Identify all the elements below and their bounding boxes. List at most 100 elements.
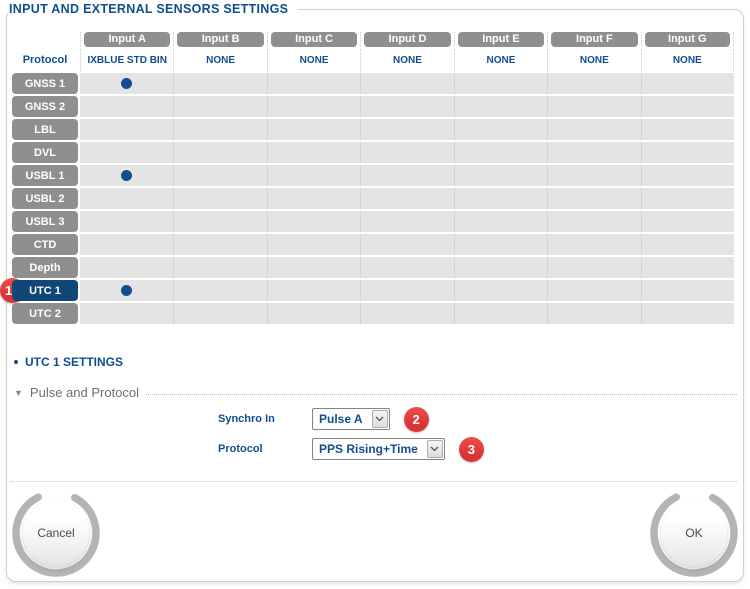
protocol-select[interactable]: PPS Rising+Time — [312, 438, 445, 460]
cell-usbl-2-input-c[interactable] — [266, 188, 361, 209]
cell-depth-input-g[interactable] — [640, 257, 734, 278]
column-header-input-g[interactable]: Input G — [644, 32, 730, 47]
cell-usbl-3-input-a[interactable] — [80, 211, 174, 232]
column-header-input-c[interactable]: Input C — [270, 32, 358, 47]
cell-ctd-input-g[interactable] — [640, 234, 734, 255]
cell-usbl-1-input-a[interactable] — [80, 165, 174, 186]
cell-usbl-1-input-g[interactable] — [640, 165, 734, 186]
cell-gnss-2-input-a[interactable] — [80, 96, 174, 117]
cell-gnss-2-input-d[interactable] — [360, 96, 454, 117]
cell-gnss-2-input-c[interactable] — [266, 96, 361, 117]
cell-dvl-input-f[interactable] — [547, 142, 641, 163]
row-tab-utc-2[interactable]: UTC 2 — [12, 303, 78, 324]
row-tab-lbl[interactable]: LBL — [12, 119, 78, 140]
cell-utc-2-input-e[interactable] — [453, 303, 548, 324]
cell-ctd-input-f[interactable] — [547, 234, 641, 255]
cell-usbl-2-input-f[interactable] — [547, 188, 641, 209]
cell-dvl-input-b[interactable] — [173, 142, 267, 163]
cell-dvl-input-c[interactable] — [266, 142, 361, 163]
cell-utc-1-input-d[interactable] — [360, 280, 454, 301]
ok-button[interactable]: OK — [649, 488, 739, 578]
cell-lbl-input-a[interactable] — [80, 119, 174, 140]
cell-gnss-1-input-b[interactable] — [173, 73, 267, 94]
cell-usbl-2-input-g[interactable] — [640, 188, 734, 209]
row-tab-utc-1[interactable]: UTC 1 — [12, 280, 78, 301]
cell-utc-2-input-b[interactable] — [173, 303, 267, 324]
cell-usbl-2-input-d[interactable] — [360, 188, 454, 209]
cell-ctd-input-e[interactable] — [453, 234, 548, 255]
row-tab-gnss-1[interactable]: GNSS 1 — [12, 73, 78, 94]
cell-usbl-1-input-e[interactable] — [453, 165, 548, 186]
cell-ctd-input-b[interactable] — [173, 234, 267, 255]
cell-utc-1-input-g[interactable] — [640, 280, 734, 301]
cell-dvl-input-g[interactable] — [640, 142, 734, 163]
cell-gnss-2-input-f[interactable] — [547, 96, 641, 117]
cell-lbl-input-f[interactable] — [547, 119, 641, 140]
cell-usbl-1-input-d[interactable] — [360, 165, 454, 186]
cell-gnss-1-input-e[interactable] — [453, 73, 548, 94]
cell-lbl-input-d[interactable] — [360, 119, 454, 140]
cell-gnss-2-input-b[interactable] — [173, 96, 267, 117]
cell-gnss-1-input-d[interactable] — [360, 73, 454, 94]
cell-depth-input-d[interactable] — [360, 257, 454, 278]
row-tab-dvl[interactable]: DVL — [12, 142, 78, 163]
cell-usbl-1-input-b[interactable] — [173, 165, 267, 186]
cell-usbl-3-input-g[interactable] — [640, 211, 734, 232]
column-header-input-e[interactable]: Input E — [457, 32, 545, 47]
cell-utc-2-input-g[interactable] — [640, 303, 734, 324]
column-header-input-b[interactable]: Input B — [177, 32, 264, 47]
pulse-and-protocol-group-header[interactable]: ▼ Pulse and Protocol — [14, 385, 737, 400]
cell-depth-input-a[interactable] — [80, 257, 174, 278]
cancel-button[interactable]: Cancel — [11, 488, 101, 578]
column-header-input-f[interactable]: Input F — [551, 32, 638, 47]
ok-knob[interactable]: OK — [661, 500, 727, 566]
row-tab-ctd[interactable]: CTD — [12, 234, 78, 255]
cell-ctd-input-a[interactable] — [80, 234, 174, 255]
cancel-knob[interactable]: Cancel — [23, 500, 89, 566]
row-tab-usbl-3[interactable]: USBL 3 — [12, 211, 78, 232]
synchro-in-select[interactable]: Pulse A — [312, 408, 390, 430]
cell-gnss-1-input-c[interactable] — [266, 73, 361, 94]
cell-utc-1-input-b[interactable] — [173, 280, 267, 301]
cell-utc-2-input-a[interactable] — [80, 303, 174, 324]
cell-depth-input-b[interactable] — [173, 257, 267, 278]
column-header-input-d[interactable]: Input D — [364, 32, 451, 47]
cell-gnss-2-input-g[interactable] — [640, 96, 734, 117]
cell-usbl-3-input-d[interactable] — [360, 211, 454, 232]
row-tab-depth[interactable]: Depth — [12, 257, 78, 278]
cell-lbl-input-b[interactable] — [173, 119, 267, 140]
cell-utc-1-input-f[interactable] — [547, 280, 641, 301]
cell-usbl-3-input-c[interactable] — [266, 211, 361, 232]
cell-usbl-3-input-b[interactable] — [173, 211, 267, 232]
row-tab-usbl-1[interactable]: USBL 1 — [12, 165, 78, 186]
cell-usbl-3-input-e[interactable] — [453, 211, 548, 232]
cell-lbl-input-e[interactable] — [453, 119, 548, 140]
cell-gnss-1-input-a[interactable] — [80, 73, 174, 94]
row-tab-gnss-2[interactable]: GNSS 2 — [12, 96, 78, 117]
cell-usbl-2-input-e[interactable] — [453, 188, 548, 209]
cell-gnss-1-input-f[interactable] — [547, 73, 641, 94]
row-tab-usbl-2[interactable]: USBL 2 — [12, 188, 78, 209]
cell-lbl-input-c[interactable] — [266, 119, 361, 140]
cell-usbl-3-input-f[interactable] — [547, 211, 641, 232]
column-header-input-a[interactable]: Input A — [84, 32, 171, 47]
cell-utc-1-input-e[interactable] — [453, 280, 548, 301]
cell-gnss-1-input-g[interactable] — [640, 73, 734, 94]
cell-dvl-input-a[interactable] — [80, 142, 174, 163]
cell-ctd-input-c[interactable] — [266, 234, 361, 255]
cell-gnss-2-input-e[interactable] — [453, 96, 548, 117]
cell-usbl-1-input-f[interactable] — [547, 165, 641, 186]
cell-depth-input-f[interactable] — [547, 257, 641, 278]
cell-dvl-input-d[interactable] — [360, 142, 454, 163]
cell-utc-2-input-d[interactable] — [360, 303, 454, 324]
cell-utc-2-input-c[interactable] — [266, 303, 361, 324]
cell-utc-1-input-a[interactable] — [80, 280, 174, 301]
cell-utc-1-input-c[interactable] — [266, 280, 361, 301]
cell-ctd-input-d[interactable] — [360, 234, 454, 255]
cell-dvl-input-e[interactable] — [453, 142, 548, 163]
cell-depth-input-e[interactable] — [453, 257, 548, 278]
cell-utc-2-input-f[interactable] — [547, 303, 641, 324]
cell-usbl-2-input-a[interactable] — [80, 188, 174, 209]
cell-usbl-1-input-c[interactable] — [266, 165, 361, 186]
cell-lbl-input-g[interactable] — [640, 119, 734, 140]
